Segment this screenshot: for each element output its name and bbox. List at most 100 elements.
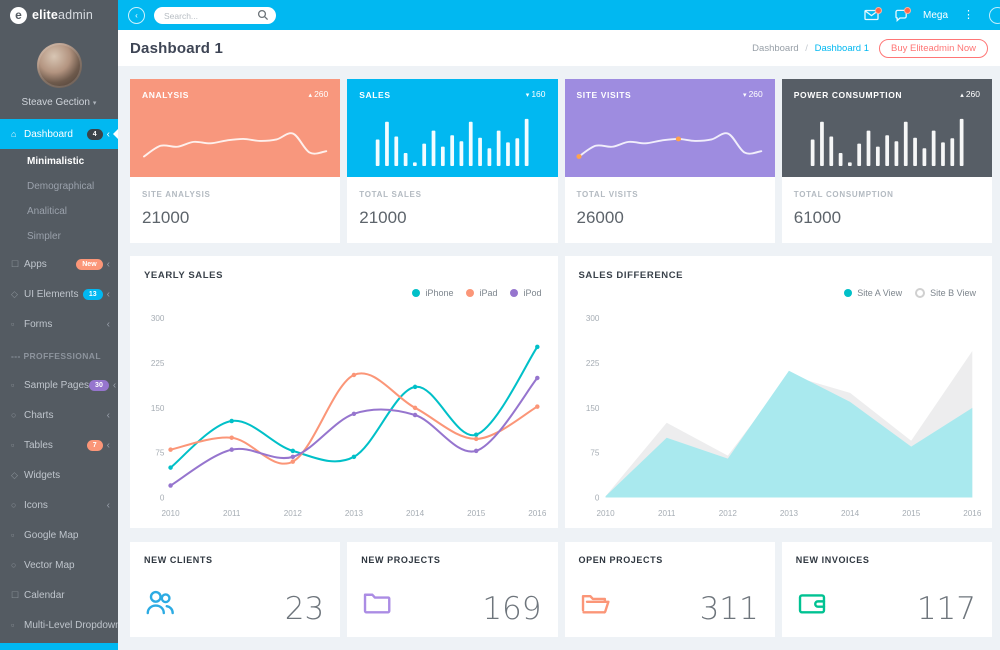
legend-item-ipod[interactable]: iPod: [510, 288, 542, 298]
legend-dot-icon: [412, 289, 421, 297]
sales-spark: [373, 103, 531, 168]
stat-card-footer: SITE ANALYSIS 21000: [130, 177, 340, 243]
stat-footer-label: TOTAL SALES: [359, 190, 422, 199]
sidebar-item-forms[interactable]: ▫ Forms ‹: [0, 309, 118, 339]
mini-card-new-invoices: NEW INVOICES 117: [781, 542, 992, 637]
notification-dot: [874, 7, 882, 14]
badge: 30: [89, 379, 109, 391]
legend-item-site-b-view[interactable]: Site B View: [915, 288, 976, 298]
sidebar-item-minimalistic[interactable]: Minimalistic: [0, 149, 118, 174]
search-input[interactable]: [154, 7, 276, 25]
chart-title: YEARLY SALES: [144, 270, 224, 281]
sidebar-item-icons[interactable]: ○ Icons ‹: [0, 490, 118, 520]
brand-logo[interactable]: e eliteadmin: [0, 0, 118, 30]
breadcrumb-current[interactable]: Dashboard 1: [814, 42, 869, 54]
sidebar-item-widgets[interactable]: ◇ Widgets: [0, 460, 118, 490]
kebab-menu-icon[interactable]: ⋮: [963, 8, 974, 21]
breadcrumb: Dashboard / Dashboard 1: [752, 43, 869, 54]
user-name[interactable]: Steave Gection ▾: [0, 97, 118, 108]
power-spark: [808, 103, 966, 168]
sidebar-item-sample-pages[interactable]: ▫ Sample Pages 30 ‹: [0, 370, 118, 400]
chart-plot-area: 0 75 150 225 300 2010 2011 2012 2013 2014 2015 2016: [140, 312, 548, 522]
legend-item-site-a-view[interactable]: Site A View: [844, 288, 902, 298]
mini-card-value: 169: [482, 591, 542, 627]
apps-icon: ☐: [11, 258, 20, 269]
sidebar-item-charts[interactable]: ○ Charts ‹: [0, 400, 118, 430]
trend-down-icon: ▾: [743, 92, 747, 99]
dashboard-icon: ⌂: [11, 129, 17, 139]
sidebar-item-dashboard[interactable]: ⌂ Dashboard 4 ‹: [0, 119, 118, 149]
svg-text:2015: 2015: [902, 509, 921, 518]
svg-text:0: 0: [160, 494, 165, 503]
svg-text:2013: 2013: [779, 509, 798, 518]
svg-text:150: 150: [585, 404, 599, 413]
svg-text:75: 75: [155, 449, 165, 458]
brand-logo-icon: e: [10, 6, 27, 24]
profile-menu-icon[interactable]: [989, 6, 1000, 24]
svg-text:300: 300: [151, 314, 165, 323]
sidebar-item-tables[interactable]: ▫ Tables 7 ‹: [0, 430, 118, 460]
svg-text:2016: 2016: [963, 509, 982, 518]
sidebar-menu: ⌂ Dashboard 4 ‹ Minimalistic Demographical Ana…: [0, 119, 118, 640]
svg-text:2011: 2011: [223, 509, 241, 518]
mini-cards-row: NEW CLIENTS 23 NEW PROJECTS 169 OPEN PROJECT…: [130, 542, 992, 637]
stat-card-sales: SALES ▾ 160 TOTAL SALES 21000: [347, 79, 558, 243]
forms-icon: ▫: [11, 319, 15, 329]
buy-button[interactable]: Buy Eliteadmin Now: [878, 38, 988, 58]
users-icon: [143, 587, 177, 623]
sample-pages-icon: ▫: [11, 380, 15, 390]
chevron-icon: ‹: [106, 439, 110, 451]
vector-map-icon: ○: [11, 560, 17, 570]
sidebar-item-analitical[interactable]: Analitical: [0, 199, 118, 224]
sidebar-bottom-strip: [0, 643, 118, 650]
sidebar-item-label: Dashboard: [24, 128, 73, 140]
svg-text:2012: 2012: [718, 509, 737, 518]
legend-label: Site A View: [857, 288, 903, 298]
google-map-icon: ▫: [11, 530, 15, 540]
user-profile[interactable]: Steave Gection ▾: [0, 30, 118, 117]
stat-footer-value: 21000: [142, 208, 190, 227]
folder-icon: [360, 587, 394, 623]
chevron-icon: ‹: [106, 318, 110, 330]
sidebar-item-demographical[interactable]: Demographical: [0, 174, 118, 199]
multi-level-icon: ▫: [11, 620, 15, 630]
yearly-sales-card: YEARLY SALES iPhone iPad iPod 0 75 150 225 300 20…: [130, 256, 558, 528]
sidebar-item-apps[interactable]: ☐ Apps New ‹: [0, 249, 118, 279]
sidebar-item-ui-elements[interactable]: ◇ UI Elements 13 ‹: [0, 279, 118, 309]
wallet-icon: [795, 587, 829, 623]
stat-card-delta: ▴ 260: [308, 89, 329, 99]
email-icon[interactable]: [864, 7, 882, 21]
sidebar-toggle-icon[interactable]: ‹: [128, 6, 145, 24]
sidebar-item-label: Analitical: [27, 206, 68, 217]
mini-card-label: OPEN PROJECTS: [578, 555, 663, 565]
sidebar-item-vector-map[interactable]: ○ Vector Map: [0, 550, 118, 580]
sidebar-item-calendar[interactable]: ☐ Calendar: [0, 580, 118, 610]
breadcrumb-root[interactable]: Dashboard: [752, 42, 799, 54]
mini-card-value: 311: [699, 591, 759, 627]
legend-label: Site B View: [930, 288, 976, 298]
mega-menu[interactable]: Mega: [922, 9, 948, 21]
sidebar-item-multi-level-dropdown[interactable]: ▫Multi-Level Dropdown‹: [0, 610, 118, 640]
svg-text:2012: 2012: [284, 509, 303, 518]
svg-text:2014: 2014: [406, 509, 425, 518]
stat-card-footer: TOTAL SALES 21000: [347, 177, 557, 243]
legend-item-ipad[interactable]: iPad: [466, 288, 497, 298]
svg-text:2014: 2014: [841, 509, 860, 518]
stat-card-site-visits: SITE VISITS ▾ 260 TOTAL VISITS 26000: [564, 79, 775, 243]
page-title: Dashboard 1: [130, 39, 224, 57]
svg-text:225: 225: [151, 359, 165, 368]
stat-card-title: POWER CONSUMPTION: [793, 90, 903, 100]
legend-label: iPad: [479, 288, 498, 298]
chat-icon[interactable]: [894, 6, 911, 22]
svg-text:2010: 2010: [596, 509, 615, 518]
trend-up-icon: ▴: [308, 92, 313, 99]
sidebar-item-simpler[interactable]: Simpler: [0, 224, 118, 249]
search-icon[interactable]: [257, 9, 269, 21]
legend-item-iphone[interactable]: iPhone: [412, 288, 453, 298]
sidebar-item-label: Vector Map: [24, 559, 75, 571]
trend-up-icon: ▴: [960, 92, 964, 99]
avatar[interactable]: [36, 43, 82, 88]
sidebar-item-google-map[interactable]: ▫ Google Map: [0, 520, 118, 550]
badge: 7: [86, 439, 103, 451]
